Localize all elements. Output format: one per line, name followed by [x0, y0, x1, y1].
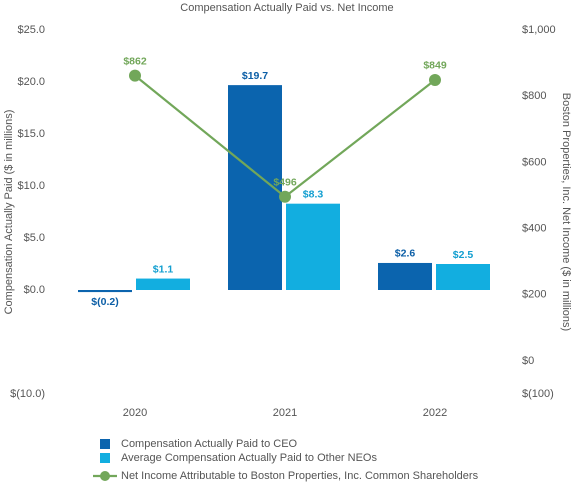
- marker: [429, 73, 441, 86]
- y-tick-label: $25.0: [17, 24, 45, 36]
- y2-tick-label: $800: [522, 90, 546, 102]
- y2-tick-label: $600: [522, 156, 546, 168]
- legend-marker: [100, 471, 110, 481]
- chart-title: Compensation Actually Paid vs. Net Incom…: [180, 2, 393, 14]
- data-label: $862: [123, 55, 147, 67]
- bar: [378, 262, 432, 290]
- data-label: $2.5: [453, 249, 474, 261]
- bar: [136, 278, 190, 290]
- y2-tick-label: $400: [522, 222, 546, 234]
- legend-swatch: [100, 453, 110, 463]
- marker: [279, 190, 291, 203]
- data-label: $2.6: [395, 248, 416, 260]
- legend-label: Compensation Actually Paid to CEO: [121, 438, 298, 450]
- data-label: $8.3: [303, 188, 324, 200]
- marker: [129, 69, 141, 82]
- y-tick-label: $10.0: [17, 180, 45, 192]
- y2-tick-label: $0: [522, 355, 534, 367]
- legend-label: Net Income Attributable to Boston Proper…: [121, 470, 479, 482]
- y-tick-label: $5.0: [24, 232, 45, 244]
- y2-tick-label: $1,000: [522, 24, 556, 36]
- y-axis-title: Compensation Actually Paid ($ in million…: [3, 110, 15, 315]
- data-label: $(0.2): [91, 296, 118, 308]
- y2-tick-label: $(100): [522, 388, 554, 400]
- y-tick-label: $15.0: [17, 128, 45, 140]
- legend-label: Average Compensation Actually Paid to Ot…: [121, 452, 377, 464]
- data-label: $1.1: [153, 263, 174, 275]
- x-tick-label: 2021: [273, 407, 297, 419]
- bar: [436, 264, 490, 290]
- y-tick-label: $(10.0): [10, 388, 45, 400]
- x-tick-label: 2020: [123, 407, 147, 419]
- legend-swatch: [100, 439, 110, 449]
- y-tick-label: $20.0: [17, 76, 45, 88]
- data-label: $496: [273, 177, 297, 189]
- bar: [286, 203, 340, 290]
- x-tick-label: 2022: [423, 407, 447, 419]
- y2-tick-label: $200: [522, 289, 546, 301]
- bar: [78, 290, 132, 293]
- y2-axis-title: Boston Properties, Inc. Net Income ($ in…: [560, 93, 572, 331]
- data-label: $19.7: [242, 70, 268, 82]
- y-tick-label: $0.0: [24, 284, 45, 296]
- data-label: $849: [423, 60, 447, 72]
